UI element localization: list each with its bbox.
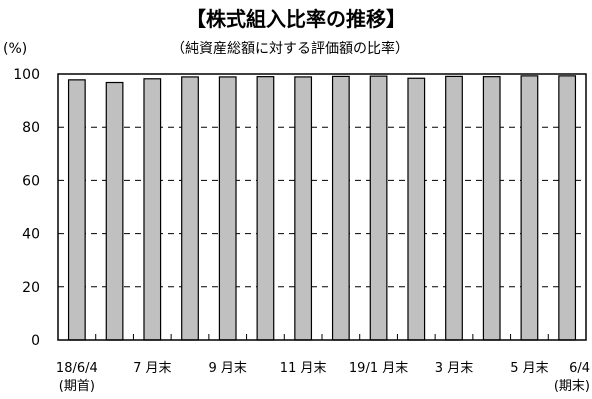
bar	[181, 76, 199, 341]
y-tick-label: 80	[22, 120, 40, 136]
bar	[256, 76, 275, 341]
chart-title: 【株式組入比率の推移】	[186, 7, 406, 31]
grid	[58, 126, 586, 288]
x-ticks: 18/6/4 (期首) 7 月末 9 月末 11 月末 19/1 月末 3 月末 5 月末 6/…	[56, 361, 590, 394]
bar	[520, 75, 539, 341]
bar	[67, 79, 86, 341]
y-tick-label: 40	[22, 227, 40, 243]
x-tick-label: 7 月末	[133, 361, 171, 376]
plot-frame	[57, 73, 587, 341]
bar	[294, 76, 313, 341]
y-tick-label: 0	[31, 333, 40, 349]
y-tick-label: 20	[22, 280, 40, 296]
bars	[67, 75, 577, 341]
y-tick-label: 60	[22, 173, 40, 189]
x-tick-label: 3 月末	[435, 361, 473, 376]
x-tick-label: 19/1 月末	[349, 361, 408, 376]
bar	[218, 76, 237, 341]
x-tick-label: 6/4 (期末)	[554, 361, 590, 394]
bar	[445, 75, 463, 341]
bar	[105, 81, 124, 341]
y-tick-label: 100	[13, 67, 40, 83]
y-ticks: 0 20 40 60 80 100	[13, 67, 40, 349]
bar	[407, 77, 426, 341]
bar	[482, 76, 501, 341]
x-tick-label: 9 月末	[209, 361, 247, 376]
x-tick-label: 11 月末	[280, 361, 327, 376]
bar	[331, 75, 350, 341]
axes	[57, 73, 587, 341]
chart-subtitle: （純資産総額に対する評価額の比率）	[171, 40, 409, 57]
bar	[558, 75, 577, 341]
bar	[369, 75, 388, 341]
y-axis-label: (%)	[3, 41, 27, 57]
x-tick-label: 18/6/4 (期首)	[56, 361, 98, 394]
x-tick-label: 5 月末	[510, 361, 548, 376]
bar	[143, 78, 162, 341]
